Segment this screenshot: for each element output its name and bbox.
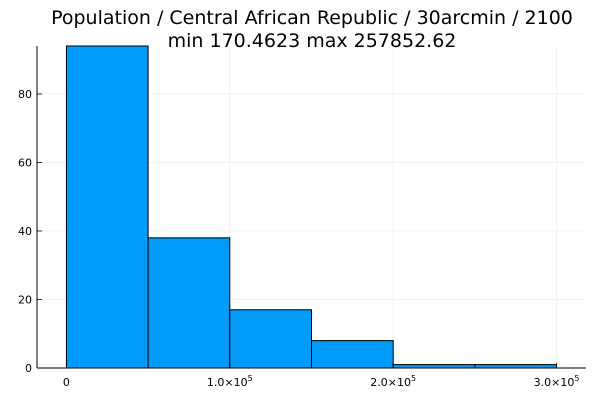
y-tick-label-2: 40 <box>18 225 32 238</box>
histogram-bar-3 <box>311 340 394 369</box>
y-tick-label-0: 0 <box>25 362 32 375</box>
histogram-bar-1 <box>147 237 231 369</box>
histogram-bar-5 <box>474 364 558 369</box>
chart-title-line-2: min 170.4623 max 257852.62 <box>168 30 457 52</box>
y-tick-label-3: 60 <box>18 156 32 169</box>
x-tick-label-0: 0 <box>63 376 70 389</box>
histogram-bars <box>65 45 558 369</box>
chart-title-line-1: Population / Central African Republic / … <box>51 7 573 29</box>
x-tick-label-1: 1.0×105 <box>207 374 253 389</box>
y-tick-label-4: 80 <box>18 88 32 101</box>
chart-title: Population / Central African Republic / … <box>51 7 573 52</box>
axes <box>36 46 586 369</box>
x-tick-label-3: 3.0×105 <box>534 374 580 389</box>
histogram-bar-0 <box>65 45 149 369</box>
y-tick-label-1: 20 <box>18 293 32 306</box>
histogram-bar-2 <box>229 309 312 369</box>
x-tick-label-2: 2.0×105 <box>370 374 416 389</box>
histogram-bar-4 <box>392 364 476 369</box>
tick-labels: 0 20 40 60 80 0 1.0×105 2.0×105 3.0×105 <box>18 88 579 389</box>
